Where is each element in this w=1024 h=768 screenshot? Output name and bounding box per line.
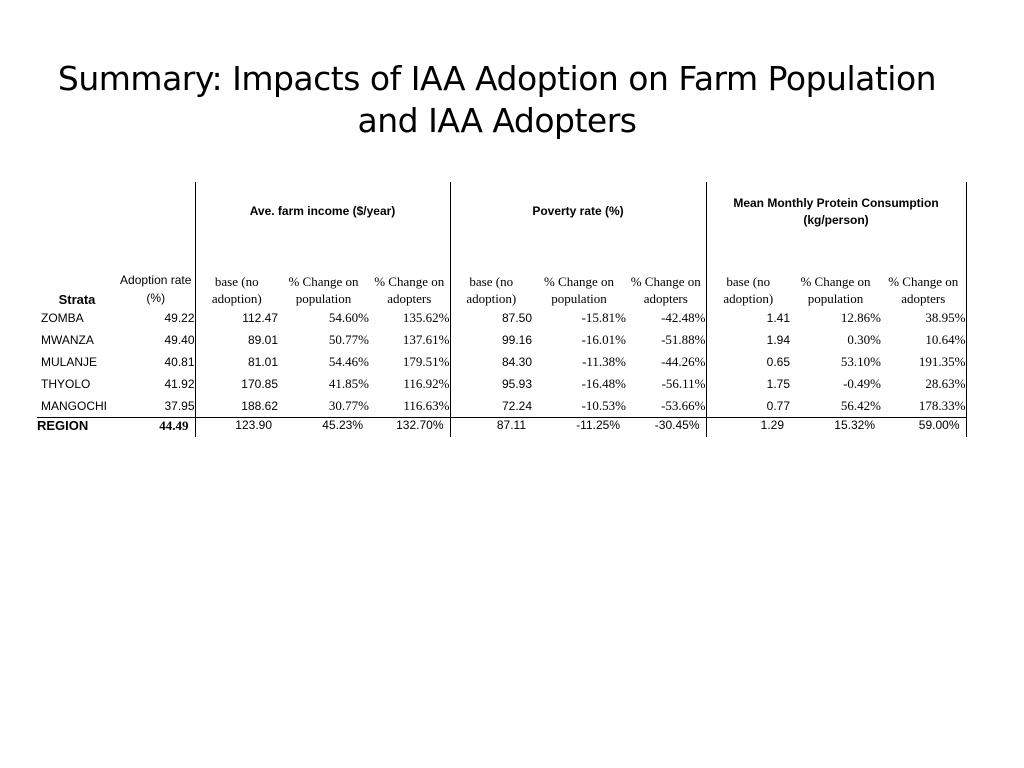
- cell-income-base: 188.62: [241, 399, 278, 413]
- table-row: THYOLO 41.92 170.85 41.85% 116.92% 95.93 -16.4…: [37, 373, 967, 395]
- cell-name: MANGOCHI: [41, 399, 107, 413]
- income-base-header: base (no adoption): [211, 274, 262, 306]
- cell-protein-base: 0.65: [766, 355, 790, 369]
- cell-poverty-pop: -11.38%: [582, 354, 626, 369]
- cell-poverty-pop: -16.48%: [581, 376, 626, 391]
- column-header-row: base (no adoption) % Change on populatio…: [37, 241, 967, 307]
- poverty-pop-header: % Change on population: [543, 274, 615, 306]
- cell-protein-pop: 53.10%: [840, 354, 881, 369]
- cell-income-base: 112.47: [242, 311, 278, 325]
- region-poverty-pop: -11.25%: [532, 417, 626, 437]
- table-row: ZOMBA 49.22 112.47 54.60% 135.62% 87.50 -15.81…: [37, 307, 967, 329]
- cell-income-adopt: 116.92%: [369, 373, 451, 395]
- cell-income-base: 81.01: [247, 355, 278, 369]
- cell-income-pop: 54.46%: [328, 354, 369, 369]
- cell-poverty-base: 84.30: [501, 355, 532, 369]
- cell-poverty-pop: -16.01%: [581, 332, 626, 347]
- cell-protein-base: 1.41: [766, 311, 790, 325]
- table-row: MANGOCHI 37.95 188.62 30.77% 116.63% 72.24 -10…: [37, 395, 967, 418]
- region-poverty-base: 87.11: [450, 417, 532, 437]
- region-adoption: 44.49: [117, 417, 196, 437]
- slide-title: Summary: Impacts of IAA Adoption on Farm…: [30, 58, 964, 142]
- cell-protein-adopt: 191.35%: [881, 351, 967, 373]
- cell-adoption: 49.22: [117, 307, 196, 329]
- region-income-adopt: 132.70%: [369, 417, 451, 437]
- impact-summary-table: Strata Adoption rate (%) Ave. farm incom…: [37, 182, 967, 437]
- cell-protein-adopt: 38.95%: [881, 307, 967, 329]
- protein-group-header: Mean Monthly Protein Consumption (kg/per…: [706, 182, 967, 241]
- cell-income-base: 170.85: [241, 377, 278, 391]
- region-row: REGION 44.49 123.90 45.23% 132.70% 87.11…: [37, 417, 967, 437]
- cell-income-pop: 41.85%: [328, 376, 369, 391]
- cell-poverty-adopt: -42.48%: [626, 307, 707, 329]
- cell-adoption: 49.40: [117, 329, 196, 351]
- table-body: ZOMBA 49.22 112.47 54.60% 135.62% 87.50 -15.81…: [37, 307, 967, 418]
- cell-name: THYOLO: [41, 377, 91, 391]
- cell-income-base: 89.01: [247, 333, 278, 347]
- cell-income-pop: 50.77%: [328, 332, 369, 347]
- cell-protein-pop: 12.86%: [840, 310, 881, 325]
- cell-protein-base: 1.75: [766, 377, 790, 391]
- cell-protein-adopt: 28.63%: [881, 373, 967, 395]
- poverty-group-header: Poverty rate (%): [450, 182, 707, 241]
- cell-poverty-base: 87.50: [501, 311, 532, 325]
- cell-poverty-base: 99.16: [501, 333, 532, 347]
- slide-title-line1: Summary: Impacts of IAA Adoption on Farm…: [57, 59, 937, 98]
- region-protein-base: 1.29: [706, 417, 790, 437]
- protein-base-header: base (no adoption): [723, 274, 774, 306]
- cell-protein-adopt: 178.33%: [881, 395, 967, 418]
- cell-income-adopt: 179.51%: [369, 351, 451, 373]
- cell-name: MWANZA: [41, 333, 94, 347]
- region-income-pop: 45.23%: [278, 417, 369, 437]
- income-pop-header: % Change on population: [288, 274, 359, 306]
- cell-poverty-base: 95.93: [501, 377, 532, 391]
- strata-header: Strata: [58, 292, 96, 307]
- protein-pop-header: % Change on population: [800, 274, 871, 306]
- cell-adoption: 40.81: [117, 351, 196, 373]
- table-row: MULANJE 40.81 81.01 54.46% 179.51% 84.30 -11.3…: [37, 351, 967, 373]
- cell-poverty-base: 72.24: [501, 399, 532, 413]
- cell-income-pop: 54.60%: [328, 310, 369, 325]
- cell-income-adopt: 137.61%: [369, 329, 451, 351]
- cell-adoption: 41.92: [117, 373, 196, 395]
- income-adopt-header: % Change on adopters: [369, 241, 451, 307]
- cell-name: MULANJE: [41, 355, 98, 369]
- cell-protein-pop: -0.49%: [843, 376, 881, 391]
- cell-poverty-adopt: -51.88%: [626, 329, 707, 351]
- region-income-base: 123.90: [195, 417, 278, 437]
- cell-adoption: 37.95: [117, 395, 196, 418]
- region-name: REGION: [37, 417, 117, 437]
- cell-poverty-pop: -10.53%: [581, 398, 626, 413]
- cell-income-pop: 30.77%: [328, 398, 369, 413]
- region-protein-pop: 15.32%: [790, 417, 881, 437]
- adoption-rate-header: Adoption rate (%): [117, 182, 196, 307]
- cell-poverty-pop: -15.81%: [581, 310, 626, 325]
- group-header-row: Strata Adoption rate (%) Ave. farm incom…: [37, 182, 967, 307]
- poverty-base-header: base (no adoption): [466, 274, 517, 306]
- cell-income-adopt: 116.63%: [369, 395, 451, 418]
- cell-name: ZOMBA: [41, 311, 84, 325]
- cell-protein-base: 1.94: [766, 333, 790, 347]
- cell-protein-adopt: 10.64%: [881, 329, 967, 351]
- table-row: MWANZA 49.40 89.01 50.77% 137.61% 99.16 -16.01…: [37, 329, 967, 351]
- cell-protein-pop: 56.42%: [840, 398, 881, 413]
- income-group-header: Ave. farm income ($/year): [195, 182, 451, 241]
- protein-adopt-header: % Change on adopters: [881, 241, 967, 307]
- cell-poverty-adopt: -56.11%: [626, 373, 707, 395]
- cell-protein-pop: 0.30%: [847, 332, 881, 347]
- region-poverty-adopt: -30.45%: [626, 417, 707, 437]
- cell-poverty-adopt: -53.66%: [626, 395, 707, 418]
- cell-poverty-adopt: -44.26%: [626, 351, 707, 373]
- slide-title-line2: and IAA Adopters: [357, 101, 637, 140]
- region-protein-adopt: 59.00%: [881, 417, 967, 437]
- cell-income-adopt: 135.62%: [369, 307, 451, 329]
- poverty-adopt-header: % Change on adopters: [626, 241, 707, 307]
- cell-protein-base: 0.77: [766, 399, 790, 413]
